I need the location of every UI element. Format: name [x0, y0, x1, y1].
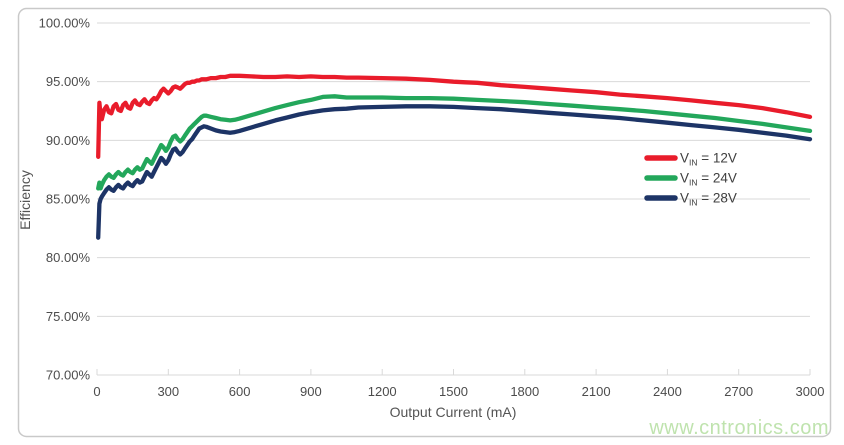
- gridlines: [97, 22, 810, 376]
- series-line-vin-12v: [96, 73, 813, 159]
- x-tick-label-1200: 1200: [368, 384, 397, 399]
- x-tick-label-2400: 2400: [653, 384, 682, 399]
- y-tick-label-75: 75.00%: [46, 309, 91, 324]
- series-line-vin-28v: [96, 104, 813, 240]
- x-tick-label-2100: 2100: [582, 384, 611, 399]
- y-tick-label-80: 80.00%: [46, 250, 91, 265]
- legend-item-vin-12v: VIN = 12V: [644, 151, 737, 168]
- x-axis-title: Output Current (mA): [390, 404, 517, 420]
- series-lines: [96, 73, 813, 240]
- x-tick-label-1500: 1500: [439, 384, 468, 399]
- legend-label-vin-28v: VIN = 28V: [680, 191, 737, 208]
- y-tick-label-90: 90.00%: [46, 133, 91, 148]
- x-tick-label-2700: 2700: [724, 384, 753, 399]
- legend-label-vin-24v: VIN = 24V: [680, 171, 737, 188]
- x-tick-label-0: 0: [93, 384, 100, 399]
- legend-item-vin-24v: VIN = 24V: [644, 171, 737, 188]
- y-tick-label-85: 85.00%: [46, 192, 91, 207]
- x-tick-label-900: 900: [300, 384, 322, 399]
- legend-item-vin-28v: VIN = 28V: [644, 191, 737, 208]
- y-tick-label-100: 100.00%: [39, 16, 91, 31]
- x-tick-label-600: 600: [229, 384, 251, 399]
- watermark: www.cntronics.com: [648, 417, 829, 439]
- x-tick-label-3000: 3000: [796, 384, 825, 399]
- series-line-vin-24v: [96, 94, 813, 191]
- x-axis-tick-marks: [96, 369, 811, 375]
- card-border: [17, 7, 832, 438]
- x-axis-tick-labels: 0 300 600 900 1200 1500 1800 2100 2400 2700 3000: [93, 384, 824, 399]
- y-tick-label-70: 70.00%: [46, 368, 91, 383]
- x-tick-label-300: 300: [157, 384, 179, 399]
- y-axis-title: Efficiency: [17, 170, 33, 230]
- legend-label-vin-12v: VIN = 12V: [680, 151, 737, 168]
- y-axis-tick-labels: 100.00% 95.00% 90.00% 85.00% 80.00% 75.00% 70.…: [39, 16, 91, 383]
- y-tick-label-95: 95.00%: [46, 74, 91, 89]
- x-tick-label-1800: 1800: [510, 384, 539, 399]
- legend: VIN = 12V VIN = 24V VIN = 28V: [644, 151, 737, 208]
